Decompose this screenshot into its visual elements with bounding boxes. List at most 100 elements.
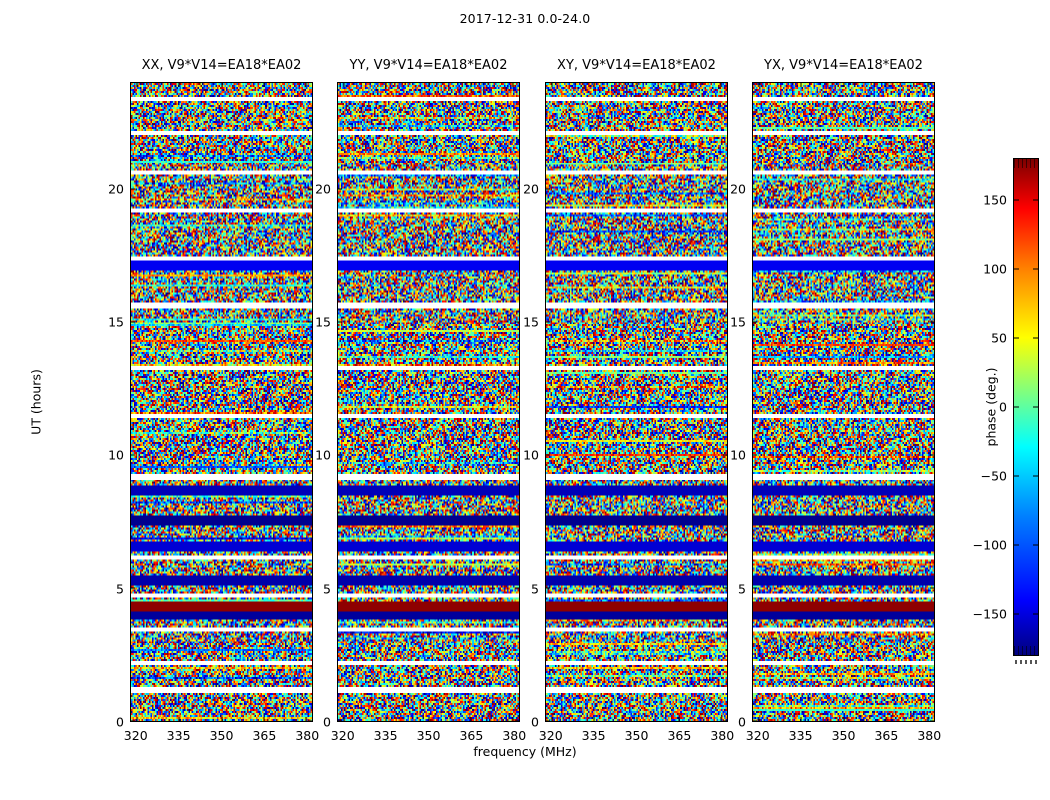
- y-tick-mark: [753, 188, 757, 190]
- dynamic-spectrum-image: [131, 83, 312, 721]
- y-tick-mark: [515, 454, 519, 456]
- plot-area[interactable]: [337, 82, 520, 722]
- colorbar-tick-mark: [1014, 544, 1019, 546]
- y-tick-mark: [308, 188, 312, 190]
- x-tick-mark: [305, 83, 307, 87]
- x-tick-mark: [678, 83, 680, 87]
- y-tick-mark: [515, 720, 519, 721]
- colorbar-tick-mark: [1033, 406, 1038, 408]
- x-tick-mark: [927, 717, 929, 721]
- colorbar-label: phase (deg.): [983, 367, 999, 447]
- y-tick-mark: [338, 188, 342, 190]
- x-tick-mark: [551, 717, 553, 721]
- spectrum-raster: [753, 83, 934, 721]
- y-tick-label: 15: [315, 314, 331, 330]
- spectrum-raster: [131, 83, 312, 721]
- y-tick-label: 15: [108, 314, 124, 330]
- colorbar-under-swatch: [1015, 660, 1037, 664]
- y-tick-label: 10: [730, 447, 746, 463]
- colorbar-tick-mark: [1033, 337, 1038, 339]
- plot-area[interactable]: [545, 82, 728, 722]
- y-tick-label: 10: [523, 447, 539, 463]
- x-tick-mark: [927, 83, 929, 87]
- x-tick-mark: [800, 83, 802, 87]
- x-tick-mark: [843, 83, 844, 87]
- x-tick-mark: [428, 717, 429, 721]
- x-tick-mark: [843, 717, 844, 721]
- x-tick-label: 335: [166, 728, 191, 743]
- y-tick-mark: [723, 321, 727, 323]
- y-tick-label: 20: [523, 181, 539, 197]
- x-tick-mark: [470, 717, 472, 721]
- x-tick-mark: [885, 717, 887, 721]
- x-tick-mark: [885, 83, 887, 87]
- y-tick-mark: [723, 454, 727, 456]
- y-tick-mark: [753, 720, 757, 721]
- x-tick-mark: [263, 717, 265, 721]
- x-tick-label: 380: [295, 728, 320, 743]
- colorbar-tick-mark: [1014, 613, 1019, 615]
- x-tick-mark: [551, 83, 553, 87]
- y-tick-label: 0: [531, 714, 539, 730]
- x-tick-mark: [758, 83, 760, 87]
- panel-title: XX, V9*V14=EA18*EA02: [141, 58, 302, 73]
- y-tick-mark: [930, 188, 934, 190]
- panel-title: YX, V9*V14=EA18*EA02: [764, 58, 923, 73]
- y-tick-mark: [546, 720, 550, 721]
- y-tick-mark: [723, 587, 727, 589]
- x-tick-label: 365: [252, 728, 277, 743]
- x-tick-mark: [428, 83, 429, 87]
- colorbar-tick-mark: [1014, 406, 1019, 408]
- x-axis-label: frequency (MHz): [473, 744, 577, 759]
- panel-yy: YY, V9*V14=EA18*EA02 0 5 10 15 20 320 335 350 365…: [315, 58, 526, 743]
- colorbar-tick-label: 50: [991, 330, 1007, 346]
- figure-suptitle: 2017-12-31 0.0-24.0: [459, 11, 591, 26]
- y-tick-mark: [338, 720, 342, 721]
- y-tick-mark: [131, 454, 135, 456]
- y-tick-mark: [338, 321, 342, 323]
- x-tick-mark: [136, 83, 138, 87]
- y-tick-mark: [131, 587, 135, 589]
- x-tick-mark: [263, 83, 265, 87]
- x-tick-mark: [720, 83, 722, 87]
- plot-area[interactable]: [130, 82, 313, 722]
- y-tick-mark: [515, 587, 519, 589]
- x-tick-mark: [470, 83, 472, 87]
- x-tick-label: 380: [502, 728, 527, 743]
- y-tick-label: 0: [116, 714, 124, 730]
- y-tick-mark: [753, 321, 757, 323]
- y-tick-label: 15: [730, 314, 746, 330]
- y-tick-label: 20: [315, 181, 331, 197]
- y-tick-mark: [515, 321, 519, 323]
- y-tick-mark: [308, 454, 312, 456]
- x-tick-label: 335: [373, 728, 398, 743]
- colorbar-tick-label: −150: [972, 606, 1007, 622]
- plot-area[interactable]: [752, 82, 935, 722]
- x-tick-label: 365: [667, 728, 692, 743]
- panel-yx: YX, V9*V14=EA18*EA02 0 5 10 15 20 320 335 350 365…: [730, 58, 941, 743]
- panel-title: YY, V9*V14=EA18*EA02: [349, 58, 508, 73]
- x-tick-mark: [720, 717, 722, 721]
- y-tick-mark: [131, 321, 135, 323]
- colorbar-tick-mark: [1033, 544, 1038, 546]
- colorbar[interactable]: −150 −100 −50 0 50 100 150: [973, 158, 1039, 656]
- colorbar-tick-label: −100: [972, 537, 1007, 553]
- y-tick-label: 5: [531, 581, 539, 597]
- x-tick-label: 320: [745, 728, 770, 743]
- x-tick-mark: [593, 83, 595, 87]
- x-tick-mark: [512, 83, 514, 87]
- y-tick-mark: [131, 188, 135, 190]
- x-tick-mark: [678, 717, 680, 721]
- colorbar-tick-mark: [1014, 475, 1019, 477]
- x-tick-mark: [136, 717, 138, 721]
- y-tick-mark: [753, 587, 757, 589]
- x-tick-mark: [178, 717, 180, 721]
- y-tick-mark: [131, 720, 135, 721]
- x-tick-mark: [343, 83, 345, 87]
- x-tick-label: 335: [788, 728, 813, 743]
- y-tick-label: 10: [315, 447, 331, 463]
- y-tick-mark: [930, 454, 934, 456]
- x-tick-label: 380: [917, 728, 942, 743]
- x-tick-mark: [636, 717, 637, 721]
- colorbar-over-cap: [1014, 159, 1038, 168]
